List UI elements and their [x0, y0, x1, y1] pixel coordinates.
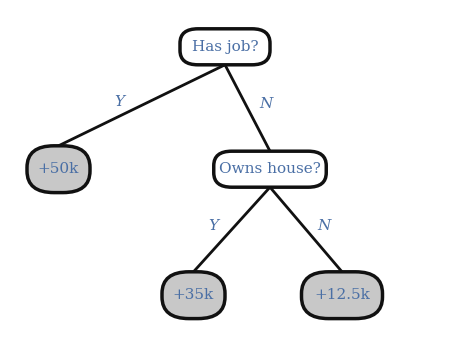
Text: +50k: +50k — [38, 162, 79, 176]
FancyBboxPatch shape — [27, 146, 90, 193]
FancyBboxPatch shape — [180, 29, 270, 65]
Text: Y: Y — [114, 95, 124, 109]
Text: N: N — [317, 219, 331, 233]
Text: +35k: +35k — [173, 288, 214, 302]
Text: Y: Y — [209, 219, 219, 233]
FancyBboxPatch shape — [162, 272, 225, 319]
FancyBboxPatch shape — [302, 272, 382, 319]
Text: Owns house?: Owns house? — [219, 162, 321, 176]
Text: +12.5k: +12.5k — [314, 288, 370, 302]
Text: N: N — [259, 98, 272, 111]
FancyBboxPatch shape — [214, 151, 326, 187]
Text: Has job?: Has job? — [192, 40, 258, 54]
